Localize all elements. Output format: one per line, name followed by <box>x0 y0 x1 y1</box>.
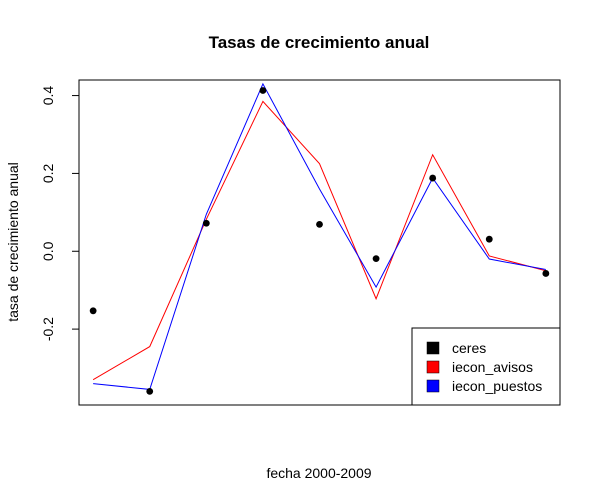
series-line-iecon_avisos <box>92 100 546 381</box>
y-tick-label: 0.4 <box>40 86 56 106</box>
data-point-ceres <box>542 270 550 277</box>
legend-swatch <box>426 360 440 374</box>
series-line-iecon_puestos <box>93 82 546 390</box>
data-point-ceres <box>316 221 323 228</box>
y-axis-label: tasa de crecimiento anual <box>5 162 21 322</box>
legend: ceres iecon_avisos iecon_puestos <box>411 327 561 406</box>
legend-swatch <box>426 379 440 393</box>
data-point-ceres <box>372 255 380 263</box>
x-axis-label: fecha 2000-2009 <box>266 465 371 481</box>
chart-title: Tasas de crecimiento anual <box>209 33 430 52</box>
series-layer <box>89 82 550 395</box>
y-tick-label: -0.2 <box>40 317 56 341</box>
data-point-ceres <box>485 235 493 243</box>
y-tick-label: 0.2 <box>40 163 56 183</box>
y-tick-label: 0.0 <box>40 241 56 261</box>
y-axis: -0.2 0.0 0.2 0.4 <box>40 86 80 341</box>
data-point-ceres <box>202 219 210 227</box>
legend-label: iecon_avisos <box>452 359 533 375</box>
legend-label: iecon_puestos <box>452 378 542 394</box>
data-point-ceres <box>259 87 267 94</box>
data-point-ceres <box>429 174 437 182</box>
data-point-ceres <box>89 307 97 315</box>
legend-label: ceres <box>452 340 486 356</box>
data-point-ceres <box>146 387 154 395</box>
legend-swatch <box>426 341 440 355</box>
